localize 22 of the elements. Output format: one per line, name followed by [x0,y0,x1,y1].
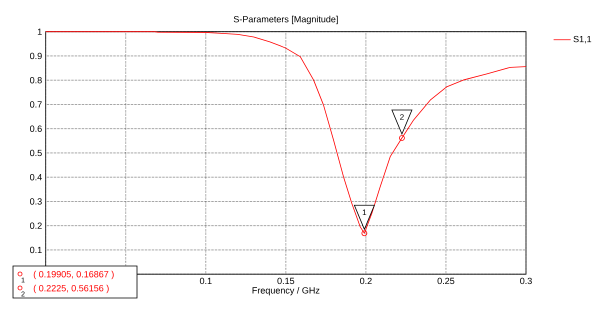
x-tick-label: 0.1 [200,278,212,284]
annotation: 1 [362,210,366,216]
y-tick-label: 0.4 [30,174,42,180]
x-tick-label: 0.15 [277,278,294,284]
annotation: 2 [400,114,404,120]
chart-title: S-Parameters [Magnitude] [234,16,338,24]
y-tick-label: 0.8 [30,77,42,84]
y-tick-label: 0.3 [30,198,42,205]
x-tick-label: 0.3 [520,278,532,284]
y-tick-label: 0.9 [30,52,42,60]
y-tick-label: 0.2 [30,222,42,229]
y-tick-label: 1 [38,28,42,35]
x-tick-label: 0.25 [438,278,454,284]
text: ( 0.2225, 0.56156 ) [34,284,109,294]
x-axis-title: Frequency / GHz [252,286,320,296]
y-tick-label: 0.1 [30,246,42,254]
legend-label: S1,1 [573,36,592,44]
y-tick-label: 0.5 [30,150,42,156]
x-tick-label: 0.2 [360,278,372,284]
y-tick-label: 0.6 [30,126,42,132]
y-tick-label: 0.7 [30,101,42,108]
annotation: ( 0.19905, 0.16867 ) [34,270,114,280]
